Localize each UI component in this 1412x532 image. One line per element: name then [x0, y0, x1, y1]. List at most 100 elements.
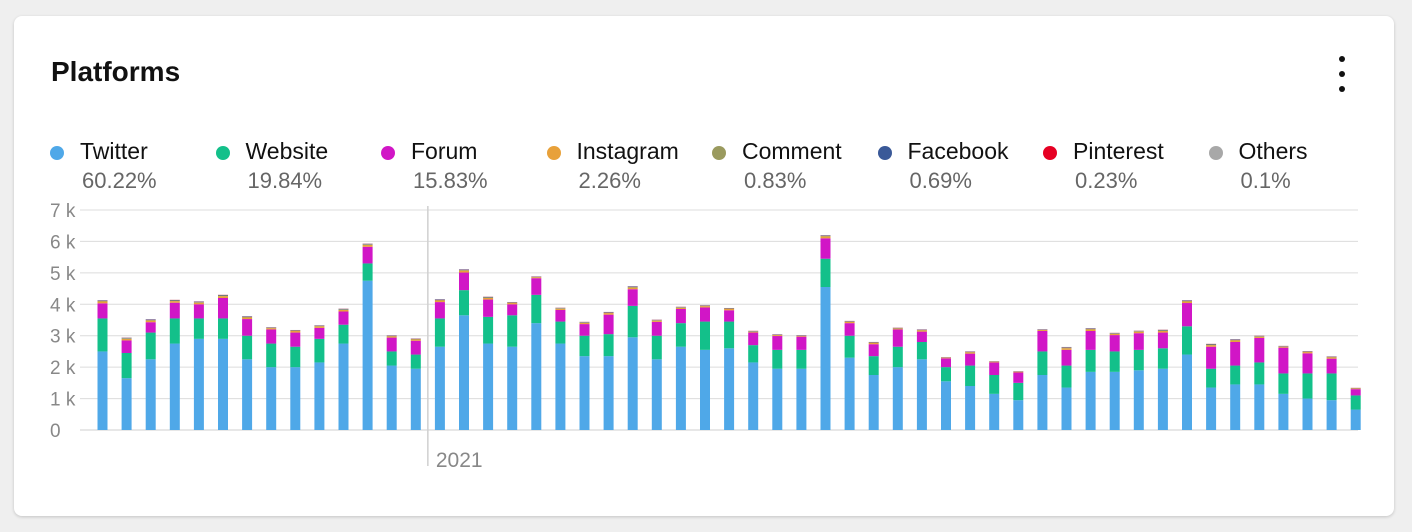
bar-segment-instagram [868, 342, 879, 345]
legend-item-pinterest[interactable]: Pinterest 0.23% [1043, 138, 1203, 198]
more-vertical-icon[interactable] [1328, 54, 1356, 94]
bar-segment-website [1206, 368, 1217, 388]
bar-stack[interactable] [748, 330, 759, 430]
legend-item-website[interactable]: Website 19.84% [215, 138, 376, 198]
bar-stack[interactable] [916, 329, 927, 430]
bar-stack[interactable] [410, 338, 421, 430]
legend-dot [50, 146, 64, 160]
bar-segment-instagram [989, 361, 1000, 363]
bar-segment-twitter [555, 343, 566, 430]
bar-stack[interactable] [1206, 343, 1217, 430]
legend-dot [1208, 146, 1223, 160]
bar-segment-website [434, 318, 445, 347]
legend-item-twitter[interactable]: Twitter 60.22% [50, 138, 210, 198]
bar-stack[interactable] [242, 316, 253, 430]
bar-stack[interactable] [796, 335, 807, 430]
bar-segment-forum [651, 321, 662, 336]
bar-stack[interactable] [1085, 328, 1096, 430]
bar-stack[interactable] [1157, 329, 1168, 430]
bar-stack[interactable] [193, 301, 204, 430]
bar-segment-forum [1037, 331, 1048, 352]
bar-segment-website [1254, 362, 1265, 385]
bar-stack[interactable] [675, 306, 686, 430]
bar-segment-forum [386, 337, 397, 352]
bar-stack[interactable] [531, 276, 542, 430]
bar-stack[interactable] [1133, 330, 1144, 430]
bar-segment-forum [1326, 358, 1337, 374]
bar-segment-twitter [1206, 387, 1217, 430]
bar-stack[interactable] [1037, 329, 1048, 430]
legend-item-forum[interactable]: Forum 15.83% [381, 138, 541, 198]
bar-stack[interactable] [700, 305, 710, 430]
bar-stack[interactable] [1278, 345, 1289, 430]
bar-stack[interactable] [362, 243, 373, 430]
bar-stack[interactable] [314, 325, 325, 430]
bar-stack[interactable] [1182, 300, 1192, 430]
bar-stack[interactable] [218, 294, 228, 430]
bar-segment-twitter [748, 362, 759, 430]
bar-stack[interactable] [121, 337, 132, 430]
bar-stack[interactable] [820, 235, 831, 430]
bar-segment-twitter [531, 323, 542, 430]
bar-stack[interactable] [290, 329, 301, 430]
bar-stack[interactable] [627, 286, 638, 430]
bar-segment-comment [169, 300, 180, 302]
bar-stack[interactable] [266, 327, 277, 430]
bar-stack[interactable] [434, 299, 445, 430]
bar-stack[interactable] [579, 321, 590, 430]
bar-stack[interactable] [868, 341, 879, 430]
bar-segment-forum [483, 299, 494, 317]
bar-segment-twitter [1182, 354, 1192, 430]
bar-stack[interactable] [965, 351, 976, 430]
bar-stack[interactable] [145, 319, 156, 430]
bar-stack[interactable] [941, 356, 951, 430]
legend-item-instagram[interactable]: Instagram 2.26% [546, 138, 707, 198]
bar-stack[interactable] [386, 335, 397, 430]
bar-segment-website [941, 367, 951, 382]
bar-segment-website [892, 346, 903, 368]
bar-stack[interactable] [989, 361, 1000, 430]
legend-item-comment[interactable]: Comment 0.83% [712, 138, 872, 198]
bar-stack[interactable] [1230, 339, 1241, 430]
bar-stack[interactable] [892, 327, 903, 430]
bar-stack[interactable] [338, 308, 349, 430]
bar-segment-website [145, 332, 156, 360]
legend-item-facebook[interactable]: Facebook 0.69% [877, 138, 1038, 198]
bar-stack[interactable] [483, 296, 494, 430]
bar-segment-twitter [338, 343, 349, 430]
bar-segment-instagram [941, 357, 951, 359]
bar-stack[interactable] [1254, 335, 1265, 430]
bar-segment-website [724, 321, 735, 349]
bar-segment-forum [844, 323, 855, 336]
bar-stack[interactable] [169, 299, 180, 430]
bar-stack[interactable] [459, 269, 469, 430]
bar-segment-forum [1254, 337, 1265, 363]
bar-segment-website [1061, 365, 1072, 388]
bar-stack[interactable] [724, 307, 735, 430]
bar-stack[interactable] [603, 311, 614, 430]
bar-stack[interactable] [1013, 371, 1024, 430]
bar-stack[interactable] [844, 320, 855, 430]
bar-stack[interactable] [97, 300, 108, 430]
bar-segment-comment [1182, 300, 1192, 302]
bar-segment-forum [1278, 347, 1289, 374]
bar-segment-instagram [290, 331, 301, 333]
bar-segment-twitter [97, 351, 108, 430]
legend-item-others[interactable]: Others 0.1% [1208, 138, 1369, 198]
bar-stack[interactable] [1326, 356, 1337, 430]
bar-stack[interactable] [1302, 351, 1313, 430]
bar-segment-forum [218, 298, 228, 319]
bar-stack[interactable] [555, 307, 566, 430]
bar-stack[interactable] [1350, 387, 1361, 430]
bar-segment-instagram [1278, 346, 1289, 348]
bar-segment-forum [603, 314, 614, 335]
bar-segment-twitter [1350, 409, 1361, 430]
bar-segment-website [603, 334, 614, 357]
bar-segment-comment [483, 297, 494, 298]
bar-stack[interactable] [1109, 332, 1120, 430]
bar-stack[interactable] [772, 334, 783, 430]
bar-stack[interactable] [1061, 346, 1072, 430]
bar-stack[interactable] [507, 301, 518, 430]
bar-segment-twitter [242, 359, 253, 430]
bar-stack[interactable] [651, 319, 662, 430]
